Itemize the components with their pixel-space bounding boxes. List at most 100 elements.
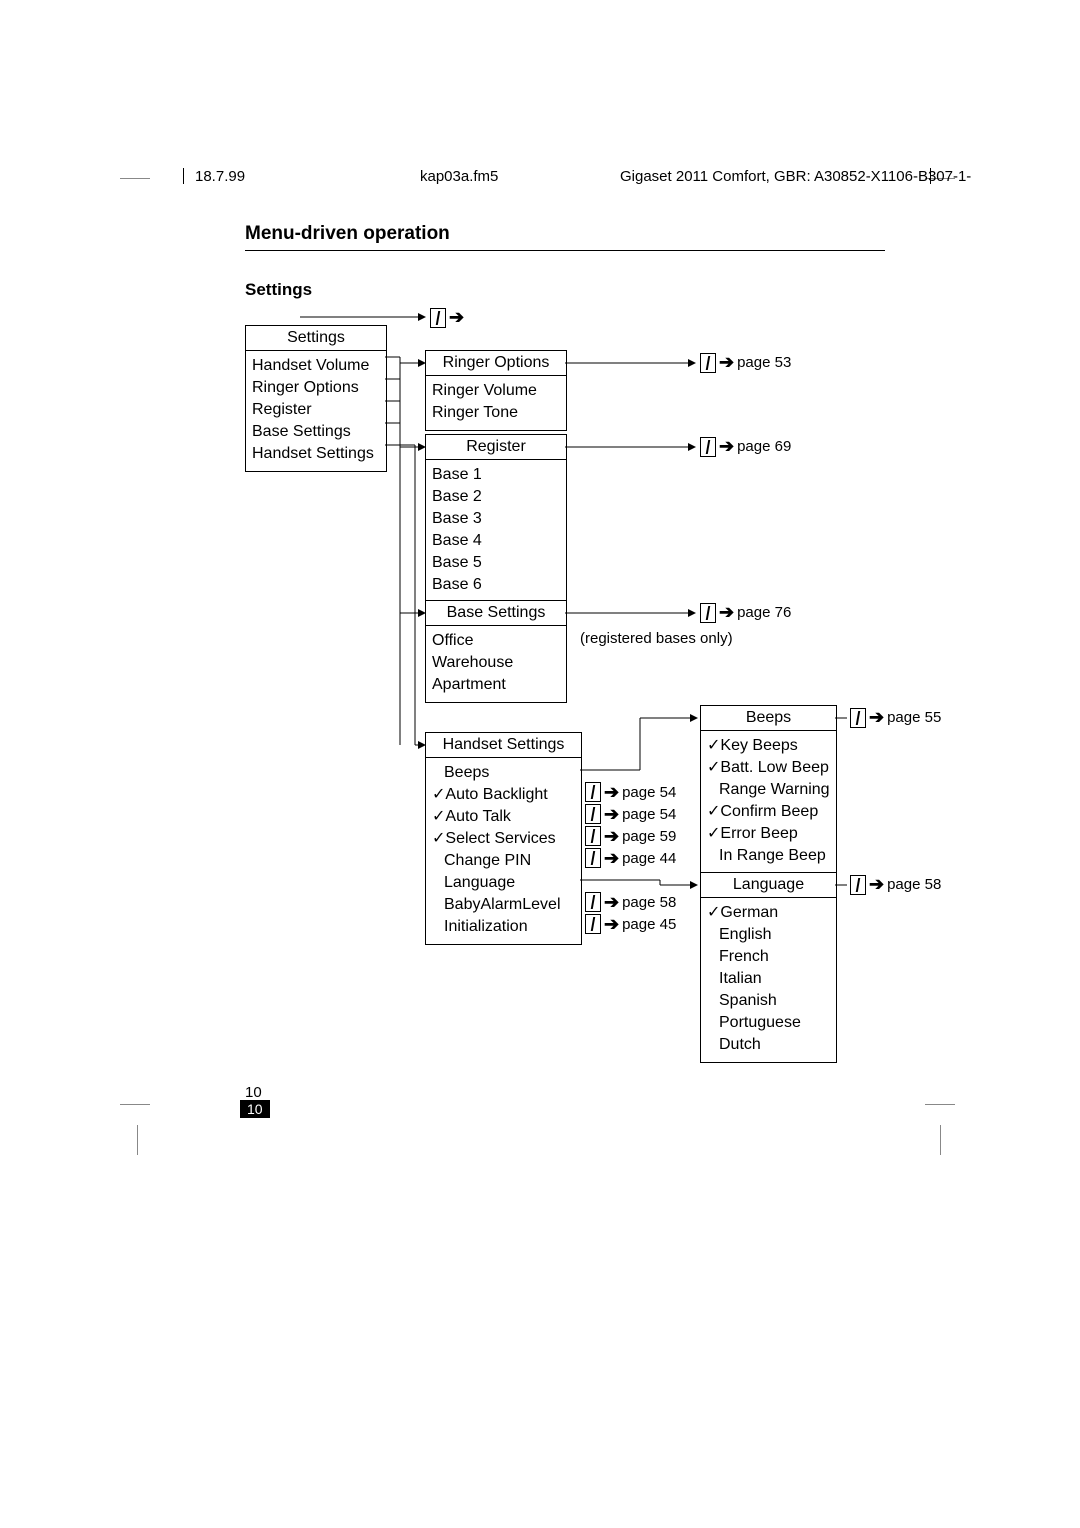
- menu-item: French: [707, 946, 830, 968]
- arrow-icon: ➔: [604, 782, 619, 803]
- key-icon: [700, 603, 716, 623]
- section-title: Menu-driven operation: [245, 223, 450, 245]
- menu-language: Language ✓GermanEnglishFrenchItalianSpan…: [700, 872, 837, 1063]
- crop-mark: [137, 1125, 138, 1155]
- menu-item: Base Settings: [252, 421, 380, 443]
- key-icon: [585, 914, 601, 934]
- crop-mark: [940, 1125, 941, 1155]
- menu-item: ✓German: [707, 902, 830, 924]
- arrow-icon: ➔: [719, 602, 734, 623]
- key-arrow-indicator: ➔: [430, 307, 467, 328]
- handset-page-refs: ➔page 54➔page 54➔page 59➔page 44➔page 58…: [585, 759, 676, 935]
- arrow-icon: ➔: [869, 874, 884, 895]
- key-icon: [700, 353, 716, 373]
- menu-item: Language: [432, 872, 575, 894]
- menu-items: ✓GermanEnglishFrenchItalianSpanishPortug…: [701, 898, 836, 1062]
- menu-item: Spanish: [707, 990, 830, 1012]
- key-icon: [850, 875, 866, 895]
- page-ref: page 58: [622, 894, 676, 911]
- menu-item: Office: [432, 630, 560, 652]
- page-ref: page 44: [622, 850, 676, 867]
- subsection-title: Settings: [245, 280, 312, 300]
- menu-item: Base 5: [432, 552, 560, 574]
- arrow-icon: ➔: [719, 436, 734, 457]
- page-number: 10: [245, 1084, 262, 1101]
- menu-item: ✓Key Beeps: [707, 735, 830, 757]
- page-number-box: 10: [240, 1100, 270, 1118]
- menu-item: ✓Auto Talk: [432, 806, 575, 828]
- key-icon: [430, 308, 446, 328]
- arrow-icon: ➔: [869, 707, 884, 728]
- menu-handset-settings: Handset Settings Beeps✓Auto Backlight✓Au…: [425, 732, 582, 945]
- menu-register: Register Base 1Base 2Base 3Base 4Base 5B…: [425, 434, 567, 603]
- menu-beeps: Beeps ✓Key Beeps✓Batt. Low BeepRange War…: [700, 705, 837, 874]
- page-ref: page 54: [622, 784, 676, 801]
- menu-header: Base Settings: [426, 601, 566, 626]
- menu-item: Handset Settings: [252, 443, 380, 465]
- page-ref-row-empty: [585, 759, 676, 781]
- page-ref-row: ➔page 44: [585, 847, 676, 869]
- menu-item: Base 6: [432, 574, 560, 596]
- menu-header: Handset Settings: [426, 733, 581, 758]
- page-ref-row: ➔page 54: [585, 781, 676, 803]
- key-icon: [700, 437, 716, 457]
- base-settings-note: (registered bases only): [580, 630, 733, 647]
- menu-item: ✓Auto Backlight: [432, 784, 575, 806]
- menu-item: ✓Select Services: [432, 828, 575, 850]
- page-ref: page 58: [887, 876, 941, 893]
- menu-item: Base 2: [432, 486, 560, 508]
- key-icon: [585, 848, 601, 868]
- page-ref: page 59: [622, 828, 676, 845]
- arrow-icon: ➔: [449, 307, 464, 328]
- menu-item: Italian: [707, 968, 830, 990]
- page-ref-language: ➔ page 58: [850, 874, 941, 895]
- arrow-icon: ➔: [604, 892, 619, 913]
- crop-mark: [925, 1104, 955, 1105]
- menu-item: Dutch: [707, 1034, 830, 1056]
- menu-item: Range Warning: [707, 779, 830, 801]
- menu-item: Ringer Volume: [432, 380, 560, 402]
- arrow-icon: ➔: [604, 804, 619, 825]
- menu-item: Base 1: [432, 464, 560, 486]
- menu-item: Apartment: [432, 674, 560, 696]
- menu-items: Ringer VolumeRinger Tone: [426, 376, 566, 430]
- page-ref: page 53: [737, 354, 791, 371]
- menu-item: ✓Confirm Beep: [707, 801, 830, 823]
- menu-ringer-options: Ringer Options Ringer VolumeRinger Tone: [425, 350, 567, 431]
- arrow-icon: ➔: [604, 914, 619, 935]
- arrow-icon: ➔: [719, 352, 734, 373]
- menu-item: Base 4: [432, 530, 560, 552]
- page-ref: page 69: [737, 438, 791, 455]
- arrow-icon: ➔: [604, 826, 619, 847]
- key-icon: [585, 782, 601, 802]
- page-ref-ringer: ➔ page 53: [700, 352, 791, 373]
- page-ref-row: ➔page 59: [585, 825, 676, 847]
- menu-item: BabyAlarmLevel: [432, 894, 575, 916]
- key-icon: [850, 708, 866, 728]
- crop-mark: [120, 1104, 150, 1105]
- crop-mark: [120, 178, 150, 179]
- page-ref-base: ➔ page 76: [700, 602, 791, 623]
- menu-items: ✓Key Beeps✓Batt. Low BeepRange Warning✓C…: [701, 731, 836, 873]
- header-separator: [183, 168, 184, 184]
- menu-item: Ringer Tone: [432, 402, 560, 424]
- header-doc: Gigaset 2011 Comfort, GBR: A30852-X1106-…: [620, 168, 971, 185]
- menu-header: Settings: [246, 326, 386, 351]
- menu-item: Change PIN: [432, 850, 575, 872]
- menu-items: Base 1Base 2Base 3Base 4Base 5Base 6: [426, 460, 566, 602]
- page-ref-row-empty: [585, 869, 676, 891]
- section-rule: [245, 250, 885, 251]
- page-ref-row: ➔page 54: [585, 803, 676, 825]
- menu-header: Beeps: [701, 706, 836, 731]
- menu-item: Register: [252, 399, 380, 421]
- page-ref-register: ➔ page 69: [700, 436, 791, 457]
- header-file: kap03a.fm5: [420, 168, 498, 185]
- header-separator: [930, 168, 931, 184]
- key-icon: [585, 892, 601, 912]
- menu-item: Portuguese: [707, 1012, 830, 1034]
- menu-base-settings: Base Settings OfficeWarehouseApartment: [425, 600, 567, 703]
- menu-item: Beeps: [432, 762, 575, 784]
- header-date: 18.7.99: [195, 168, 245, 185]
- menu-item: Initialization: [432, 916, 575, 938]
- menu-item: English: [707, 924, 830, 946]
